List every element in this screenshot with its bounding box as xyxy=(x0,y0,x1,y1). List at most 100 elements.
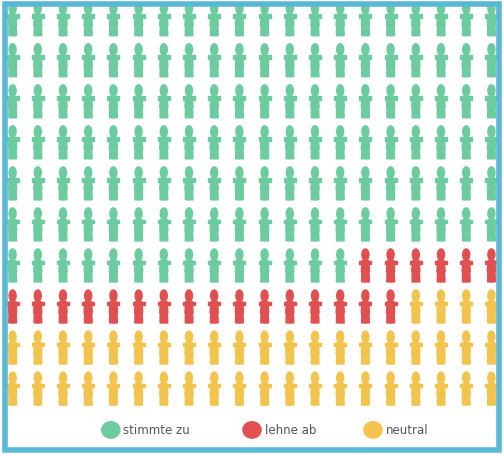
Polygon shape xyxy=(491,190,495,200)
Circle shape xyxy=(387,331,394,343)
Polygon shape xyxy=(284,179,296,183)
Circle shape xyxy=(185,45,193,56)
Circle shape xyxy=(286,331,293,343)
Polygon shape xyxy=(107,15,119,19)
Polygon shape xyxy=(208,15,220,19)
Circle shape xyxy=(412,249,419,261)
Polygon shape xyxy=(284,261,296,265)
Polygon shape xyxy=(233,302,245,306)
Polygon shape xyxy=(135,272,139,282)
Circle shape xyxy=(110,167,117,179)
Polygon shape xyxy=(437,190,442,200)
Polygon shape xyxy=(109,15,117,26)
Polygon shape xyxy=(235,220,243,231)
Polygon shape xyxy=(235,261,243,272)
Polygon shape xyxy=(261,190,265,200)
Polygon shape xyxy=(311,108,316,118)
Polygon shape xyxy=(160,261,168,272)
Polygon shape xyxy=(286,15,294,26)
Polygon shape xyxy=(361,179,369,190)
Polygon shape xyxy=(9,190,13,200)
Polygon shape xyxy=(113,190,117,200)
Polygon shape xyxy=(7,179,19,183)
Polygon shape xyxy=(488,272,492,282)
Circle shape xyxy=(135,249,142,261)
Polygon shape xyxy=(233,261,245,265)
Circle shape xyxy=(286,4,293,15)
Polygon shape xyxy=(113,108,117,118)
Polygon shape xyxy=(336,56,344,67)
Polygon shape xyxy=(315,26,319,36)
Circle shape xyxy=(59,86,67,97)
Polygon shape xyxy=(412,56,420,67)
Polygon shape xyxy=(261,108,265,118)
Polygon shape xyxy=(164,272,168,282)
Polygon shape xyxy=(286,313,290,323)
Polygon shape xyxy=(139,313,143,323)
Polygon shape xyxy=(412,67,416,77)
Circle shape xyxy=(364,422,382,438)
Polygon shape xyxy=(183,261,195,265)
Polygon shape xyxy=(34,190,38,200)
Polygon shape xyxy=(340,149,344,159)
Polygon shape xyxy=(185,149,190,159)
Polygon shape xyxy=(160,26,164,36)
Circle shape xyxy=(286,167,293,179)
Polygon shape xyxy=(63,67,67,77)
Circle shape xyxy=(85,208,92,220)
Polygon shape xyxy=(185,395,190,405)
Circle shape xyxy=(286,45,293,56)
Circle shape xyxy=(437,4,445,15)
Circle shape xyxy=(9,86,16,97)
Circle shape xyxy=(488,208,495,220)
Circle shape xyxy=(311,290,319,302)
Polygon shape xyxy=(57,97,69,101)
Polygon shape xyxy=(160,354,164,364)
Polygon shape xyxy=(286,395,290,405)
Polygon shape xyxy=(110,67,114,77)
Circle shape xyxy=(412,208,419,220)
Polygon shape xyxy=(210,179,218,190)
Polygon shape xyxy=(85,395,89,405)
Polygon shape xyxy=(239,313,243,323)
Polygon shape xyxy=(311,313,316,323)
Polygon shape xyxy=(441,26,445,36)
Polygon shape xyxy=(365,313,369,323)
Polygon shape xyxy=(85,26,89,36)
Polygon shape xyxy=(435,384,447,388)
Polygon shape xyxy=(185,15,193,26)
Polygon shape xyxy=(82,138,94,142)
Circle shape xyxy=(488,86,495,97)
Polygon shape xyxy=(183,384,195,388)
Polygon shape xyxy=(437,56,445,67)
Polygon shape xyxy=(488,108,492,118)
Polygon shape xyxy=(164,26,168,36)
Polygon shape xyxy=(311,302,319,313)
Polygon shape xyxy=(491,354,495,364)
Polygon shape xyxy=(183,56,195,60)
Polygon shape xyxy=(9,343,17,354)
Circle shape xyxy=(34,126,41,138)
Circle shape xyxy=(185,249,193,261)
Polygon shape xyxy=(441,354,445,364)
Circle shape xyxy=(85,249,92,261)
Circle shape xyxy=(9,126,16,138)
Polygon shape xyxy=(311,343,319,354)
Polygon shape xyxy=(334,15,346,19)
Polygon shape xyxy=(435,343,447,347)
Polygon shape xyxy=(334,220,346,224)
Polygon shape xyxy=(34,26,38,36)
Polygon shape xyxy=(235,56,243,67)
Polygon shape xyxy=(387,231,391,241)
Polygon shape xyxy=(337,190,341,200)
Polygon shape xyxy=(365,231,369,241)
Circle shape xyxy=(412,86,419,97)
Polygon shape xyxy=(435,302,447,306)
Circle shape xyxy=(211,167,218,179)
Polygon shape xyxy=(463,67,467,77)
Polygon shape xyxy=(286,190,290,200)
Polygon shape xyxy=(239,190,243,200)
Polygon shape xyxy=(261,26,265,36)
Polygon shape xyxy=(362,395,366,405)
Polygon shape xyxy=(9,231,13,241)
